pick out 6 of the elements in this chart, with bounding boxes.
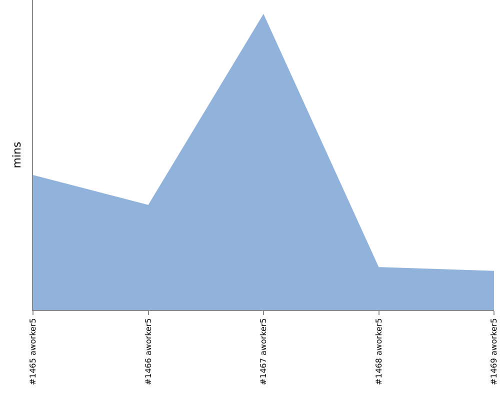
y-axis-title: mins bbox=[10, 142, 24, 168]
x-tick-label: #1465 aworker5 bbox=[28, 318, 38, 386]
x-tick-label: #1467 aworker5 bbox=[259, 318, 268, 386]
x-tick-label: #1466 aworker5 bbox=[144, 318, 153, 386]
x-tick-label: #1469 aworker5 bbox=[490, 318, 499, 386]
x-tick-label: #1468 aworker5 bbox=[374, 318, 384, 386]
